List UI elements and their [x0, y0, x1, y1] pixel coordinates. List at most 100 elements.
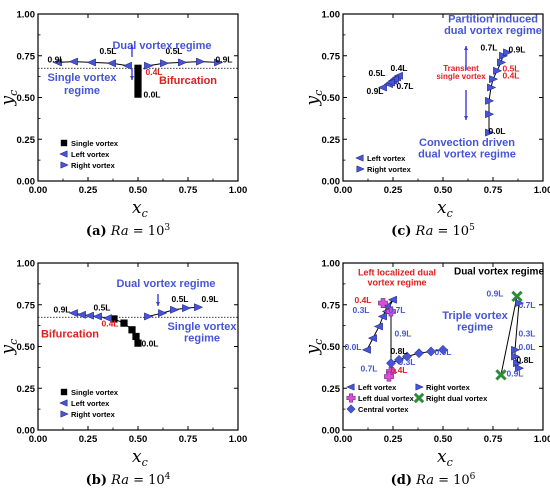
region-annotation: single vortex — [436, 72, 486, 81]
legend-label: Left vortex — [367, 154, 406, 163]
data-point-3-2 — [511, 352, 521, 361]
x-tick-label: 0.25 — [384, 185, 403, 196]
region-annotation: Dual vortex regime — [454, 267, 544, 278]
y-tick-label: 0.25 — [17, 135, 36, 146]
data-point-1-1 — [68, 57, 78, 66]
data-point-1-8 — [503, 48, 513, 57]
region-annotation: Transient — [443, 64, 479, 73]
legend-marker — [59, 150, 68, 158]
point-label: 0.3L — [398, 357, 415, 367]
data-point-2-4 — [426, 346, 436, 357]
point-label: 0.9L — [201, 294, 218, 304]
data-point-1-1 — [76, 310, 86, 319]
y-tick-label: 0.75 — [322, 300, 341, 311]
legend-marker — [346, 404, 356, 414]
point-label: 0.5L — [502, 64, 519, 74]
legend-label: Left vortex — [358, 383, 397, 392]
region-annotation: Convection driven — [419, 137, 515, 149]
data-point-0-4 — [134, 64, 142, 72]
data-point-0-1 — [367, 334, 377, 343]
data-point-1-2 — [84, 311, 94, 320]
x-tick-label: 0.75 — [179, 185, 198, 196]
point-label: 0.9L — [508, 44, 525, 54]
legend-label: Right vortex — [426, 383, 471, 392]
data-point-4-1 — [495, 369, 507, 381]
region-annotation: Bifurcation — [41, 328, 99, 340]
point-label: 0.7L — [480, 43, 497, 53]
data-point-0-4 — [134, 339, 142, 347]
legend-marker — [60, 161, 69, 169]
panel-caption: (c) Ra = 105 — [391, 223, 475, 239]
region-annotation: Partition induced — [448, 13, 538, 25]
point-label: 0.5L — [171, 294, 188, 304]
y-tick-label: 1.00 — [17, 10, 36, 21]
legend-marker — [60, 410, 69, 418]
data-point-3-4 — [515, 364, 525, 373]
data-point-1-2 — [485, 96, 495, 105]
data-point-1-6 — [497, 58, 507, 67]
region-annotation: Triple vortex — [442, 310, 508, 322]
y-tick-label: 1.00 — [322, 259, 341, 270]
point-label: 0.7L — [360, 364, 377, 374]
data-point-2-2 — [402, 351, 412, 362]
y-axis-label: yc — [0, 90, 20, 107]
data-point-1-4 — [122, 61, 132, 70]
legend-label: Single vortex — [71, 388, 119, 397]
data-point-1-4 — [102, 314, 112, 323]
point-label: 0.9L — [53, 304, 70, 314]
panel-1: 0.00 0.25 0.50 0.75 1.00 0.00 0.25 0.50 0.75 1.00… — [303, 10, 550, 240]
legend-marker — [59, 399, 68, 407]
legend: Left vortex Right vortex — [355, 154, 412, 174]
point-label: 0.8L — [390, 346, 407, 356]
data-point-0-2 — [128, 326, 136, 334]
x-tick-label: 0.00 — [334, 434, 353, 445]
up-arrow-icon — [130, 45, 134, 57]
point-label: 0.7L — [388, 305, 405, 315]
x-tick-label: 0.50 — [434, 434, 453, 445]
point-label: 0.0L — [141, 339, 158, 349]
point-label: 0.4L — [354, 295, 371, 305]
x-tick-label: 0.25 — [79, 185, 98, 196]
down-arrow-icon — [464, 90, 468, 120]
region-annotation: dual vortex regime — [418, 149, 516, 161]
data-point-1-0 — [52, 58, 62, 67]
point-label: 0.7L — [518, 300, 535, 310]
data-point-3-1 — [511, 345, 521, 354]
x-tick-label: 0.50 — [129, 434, 148, 445]
legend: Left vortex Right vortex Left dual vortex R… — [346, 383, 488, 414]
legend-marker — [413, 392, 425, 404]
data-point-2-1 — [158, 309, 168, 318]
y-tick-label: 0.00 — [322, 177, 341, 188]
data-point-2-3 — [414, 348, 424, 359]
data-point-0-0 — [377, 83, 387, 92]
legend-label: Right dual vortex — [426, 394, 488, 403]
y-tick-label: 0.00 — [17, 426, 36, 437]
data-point-2-5 — [438, 344, 448, 355]
point-label: 0.4L — [390, 63, 407, 73]
y-axis-label: yc — [303, 90, 325, 107]
x-tick-label: 0.00 — [334, 185, 353, 196]
series-line-4 — [500, 296, 518, 375]
legend-marker — [346, 383, 355, 391]
point-label: 0.4L — [101, 318, 118, 328]
region-annotation: regime — [64, 85, 100, 97]
point-label: 0.9L — [215, 54, 232, 64]
point-label: 0.3L — [352, 305, 369, 315]
point-label: 0.9L — [486, 288, 503, 298]
panel-3: 0.00 0.25 0.50 0.75 1.00 0.00 0.25 0.50 0.75 1.00… — [303, 259, 550, 489]
data-point-0-1 — [134, 83, 142, 92]
point-label: 0.0L — [488, 126, 505, 136]
x-tick-label: 0.00 — [29, 185, 48, 196]
data-point-1-3 — [106, 59, 116, 68]
data-point-1-3 — [92, 312, 102, 321]
y-tick-label: 0.25 — [322, 135, 341, 146]
region-annotation: Single vortex — [47, 72, 117, 84]
y-tick-label: 1.00 — [322, 10, 341, 21]
y-tick-label: 0.25 — [322, 384, 341, 395]
data-point-3-0 — [515, 299, 525, 308]
x-axis-label: xc — [132, 198, 148, 220]
data-point-0-0 — [110, 315, 118, 323]
x-axis-label: xc — [132, 447, 148, 469]
y-tick-label: 0.50 — [17, 342, 36, 353]
legend-label: Right vortex — [367, 165, 412, 174]
